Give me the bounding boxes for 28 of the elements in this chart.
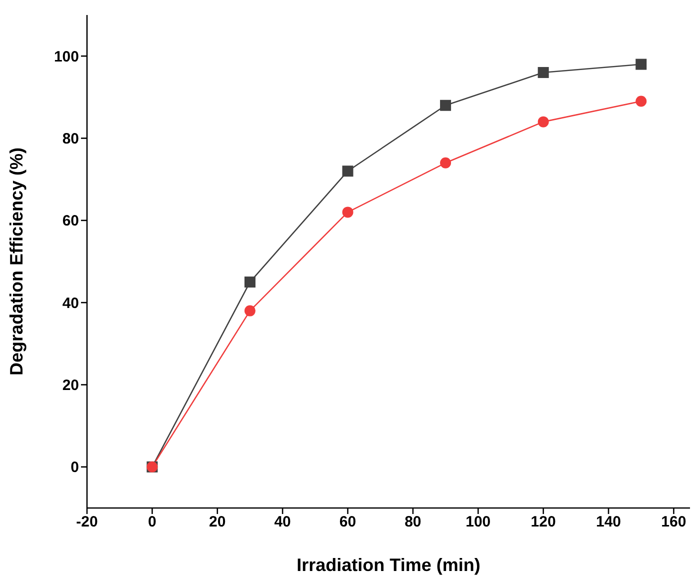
x-tick-label: 60: [339, 514, 356, 531]
y-tick-label: 20: [62, 377, 79, 394]
y-tick-label: 40: [62, 294, 79, 312]
y-tick-label: 0: [70, 459, 79, 476]
point: [440, 100, 452, 111]
y-tick-label: 100: [54, 48, 79, 66]
x-tick-label: 140: [596, 514, 622, 531]
point: [538, 67, 549, 78]
x-tick-label: 0: [148, 514, 156, 531]
point: [342, 166, 354, 177]
point: [244, 305, 256, 316]
y-axis-title: Degradation Efficiency (%): [6, 147, 26, 376]
x-tick-label: 20: [209, 514, 226, 531]
point: [244, 276, 256, 288]
point: [636, 96, 647, 107]
point: [636, 58, 647, 70]
x-tick-label: -20: [76, 514, 98, 531]
point: [342, 206, 354, 218]
x-axis-title: Irradiation Time (min): [296, 555, 480, 575]
x-tick-label: 100: [466, 514, 491, 531]
x-tick-label: 160: [661, 514, 686, 531]
point: [440, 157, 452, 168]
x-tick-label: 40: [274, 514, 291, 531]
x-tick-label: 80: [404, 514, 422, 531]
y-tick-label: 60: [62, 212, 79, 230]
point: [538, 116, 549, 128]
x-tick-label: 120: [530, 514, 556, 531]
y-tick-label: 80: [62, 130, 79, 148]
